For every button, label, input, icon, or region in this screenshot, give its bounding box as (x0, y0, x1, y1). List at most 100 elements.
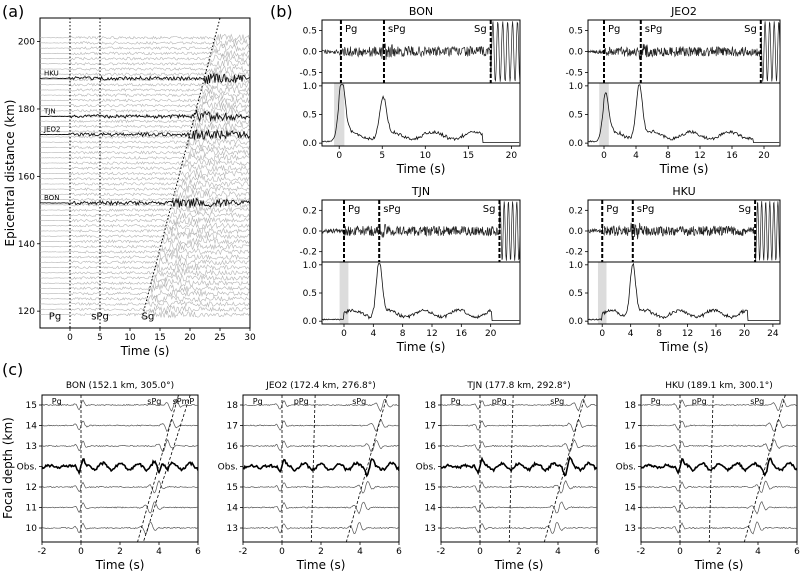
panel-c-title: HKU (189.1 km, 300.1°) (665, 381, 773, 391)
panel-b-bottom-y-tick-label: 1.0 (569, 82, 584, 92)
panel-b-pick-label: sPg (383, 204, 401, 215)
panel-c-y-tick-label: Obs. (616, 463, 636, 473)
panel-c-phase-label: Pg (451, 397, 461, 406)
panel-c-phase-label: pPg (294, 397, 309, 406)
panel-c-frame (41, 394, 199, 543)
panel-c-synthetic-trace (243, 418, 399, 432)
panel-b-window (339, 262, 349, 324)
panel-b-x-tick-label: 10 (420, 151, 432, 161)
panel-b-x-tick-label: 12 (426, 329, 437, 339)
panel-b-bottom-frame (587, 261, 781, 325)
panel-c-x-tick-label: 6 (195, 547, 201, 557)
panel-a-trace (40, 65, 250, 74)
panel-c-y-tick-label: 15 (26, 401, 37, 411)
panel-b-xlabel: Time (s) (396, 340, 446, 354)
panel-b-envelope (588, 84, 780, 144)
panel-a-trace (40, 274, 250, 283)
panel-c-y-tick-label: 16 (425, 442, 437, 452)
panel-a-trace (40, 38, 250, 47)
panel-b-bottom-y-tick-label: 0.5 (303, 111, 317, 121)
panel-c-x-tick-label: 6 (594, 547, 600, 557)
panel-b-pick-label: Sg (483, 204, 496, 215)
panel-a: HKU TJN JEO2 BON Pg sPg Sg 0 5 10 15 20 25 30 120 140 16… (3, 17, 256, 358)
panel-b-waveform (322, 201, 520, 261)
panel-b-pick-label: Pg (608, 24, 620, 35)
panel-c-observed-trace (441, 455, 597, 477)
panel-a-trace (40, 53, 250, 63)
panel-c-synthetic-trace (243, 480, 399, 494)
panel-c-x-tick-label: 4 (357, 547, 363, 557)
panel-c-y-tick-label: 13 (625, 524, 636, 534)
panel-b-xlabel: Time (s) (659, 340, 709, 354)
panel-a-trace (40, 101, 250, 111)
panel-b-x-tick-label: 15 (463, 151, 474, 161)
panel-a-x-tick-label: 20 (184, 333, 196, 343)
panel-c-synthetic-trace (441, 419, 597, 433)
panel-b-top-y-tick-label: -0.5 (565, 69, 583, 79)
panel-c-title: BON (152.1 km, 305.0°) (66, 381, 174, 391)
panel-c-x-tick-label: 2 (117, 547, 123, 557)
panel-c-synthetic-trace (441, 501, 597, 514)
panel-a-trace (40, 69, 250, 79)
panel-b-xlabel: Time (s) (659, 162, 709, 176)
panel-b-top-y-tick-label: 0.5 (569, 27, 583, 37)
panel-c-phase-label: Pg (253, 397, 263, 406)
panel-b-x-tick-label: 0 (601, 151, 607, 161)
panel-a-trace (40, 106, 250, 116)
panel-a-trace (40, 221, 250, 231)
panel-a-xlabel: Time (s) (120, 344, 170, 358)
panel-c-phase-label: pPg (692, 397, 707, 406)
panel-c-synthetic-trace (641, 419, 797, 432)
panel-b-x-tick-label: 8 (665, 151, 671, 161)
panel-a-y-tick-label: 160 (18, 172, 35, 182)
panel-a-trace (40, 309, 250, 319)
panel-b-xlabel: Time (s) (396, 162, 446, 176)
panel-c-y-tick-label: 15 (625, 483, 636, 493)
panel-label-c: (c) (2, 360, 23, 379)
panel-c-y-tick-label: 17 (425, 422, 436, 432)
panel-c-observed-trace (243, 458, 399, 478)
panel-a-trace (40, 237, 250, 246)
panel-b-window (597, 262, 607, 324)
panel-a-y-tick-label: 120 (18, 307, 35, 317)
panel-b-pick-label: Pg (606, 204, 618, 215)
panel-b-bottom-y-tick-label: 1.0 (303, 261, 318, 271)
panel-b-x-tick-label: 16 (710, 329, 722, 339)
panel-a-trace (40, 163, 250, 173)
panel-a-trace (40, 44, 250, 53)
panel-a-x-tick-label: 15 (154, 333, 165, 343)
panel-a-trace (40, 153, 250, 163)
panel-c-synthetic-trace (42, 501, 198, 514)
panel-b-pick-label: Sg (474, 24, 487, 35)
panel-b-x-tick-label: 8 (400, 329, 406, 339)
panel-b-x-tick-label: 0 (341, 329, 347, 339)
panel-c-x-tick-label: 4 (555, 547, 561, 557)
panel-c-title: TJN (177.8 km, 292.8°) (466, 381, 570, 391)
panel-a-x-tick-label: 25 (214, 333, 225, 343)
panel-b-top-y-tick-label: -0.2 (299, 248, 317, 258)
panel-b-pick-label: Sg (744, 24, 757, 35)
panel-c-synthetic-trace (42, 438, 198, 453)
panel-a-trace (40, 257, 250, 268)
panel-a-x-tick-label: 0 (67, 333, 73, 343)
panel-a-frame (39, 17, 251, 329)
panel-a-trace (40, 80, 250, 90)
panel-a-trace (40, 283, 250, 293)
panel-c-y-tick-label: 14 (425, 504, 437, 514)
panel-c-spg-line (743, 395, 786, 542)
panel-a-y-tick-label: 200 (18, 38, 35, 48)
panel-a-trace (40, 138, 250, 147)
panel-c-synthetic-trace (42, 480, 198, 494)
panel-a-trace (40, 278, 250, 288)
panel-b-top-y-tick-label: 0.0 (303, 48, 318, 58)
panel-c-spg-line (137, 395, 179, 542)
panel-b-x-tick-label: 4 (628, 329, 634, 339)
panel-b-bottom-frame (587, 82, 781, 147)
panel-a-phase-label: sPg (91, 312, 109, 323)
panel-b-bottom-y-tick-label: 0.0 (303, 317, 318, 327)
panel-c-spg-line (345, 395, 388, 542)
panel-c-y-tick-label: 18 (425, 401, 437, 411)
panel-a-station-label: BON (44, 194, 59, 202)
panel-b-x-tick-label: 0 (336, 151, 342, 161)
panel-a-trace (40, 33, 250, 42)
